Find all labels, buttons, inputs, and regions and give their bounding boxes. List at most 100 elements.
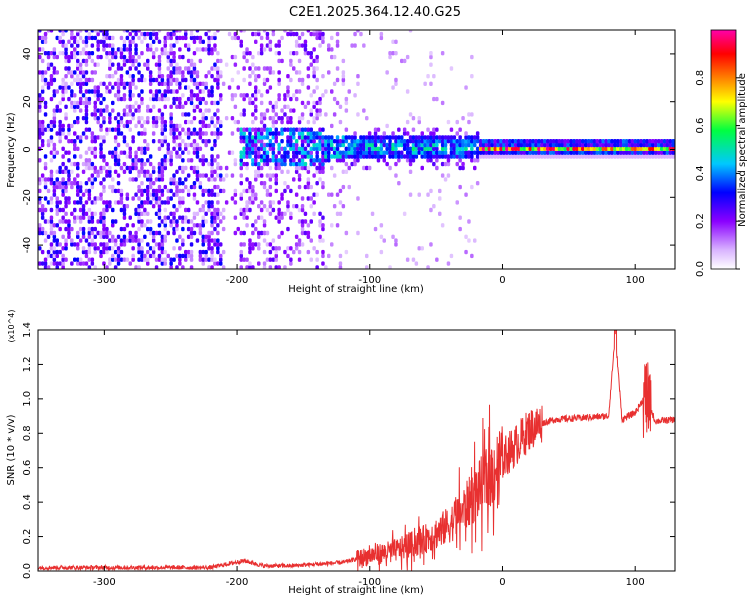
spectrogram-cell [78, 139, 83, 144]
spectrogram-cell [122, 242, 127, 247]
spectrogram-cell [175, 184, 179, 190]
spectrogram-cell [213, 62, 217, 67]
spectrogram-cell [70, 238, 74, 243]
spectrogram-cell [128, 261, 132, 266]
spectrogram-cell [388, 165, 392, 171]
spectrogram-cell [487, 142, 492, 148]
spectrogram-cell [96, 119, 100, 125]
spectrogram-cell [216, 116, 220, 121]
spectrogram-cell [99, 100, 103, 106]
spectrogram-cell [49, 173, 54, 178]
spectrogram-cell [119, 74, 124, 79]
spectrogram-cell [96, 246, 100, 251]
spectrogram-cell [111, 184, 115, 190]
spectrogram-cell [554, 139, 559, 144]
spectrogram-cell [201, 154, 205, 159]
spectrogram-cell [303, 139, 308, 144]
spectrogram-cell [148, 181, 153, 186]
spectrogram-cell [417, 146, 421, 151]
spectrogram-cell [43, 100, 48, 106]
spectrogram-cell [254, 169, 258, 174]
y-tick-label: 0 [22, 146, 33, 152]
spectrogram-cell [128, 177, 132, 182]
spectrogram-cell [300, 131, 305, 136]
spectrogram-cell [166, 54, 170, 60]
spectrogram-cell [274, 161, 278, 167]
spectrogram-cell [397, 135, 401, 140]
spectrogram-cell [116, 47, 121, 52]
spectrogram-cell [257, 89, 261, 94]
spectrogram-cell [210, 257, 214, 262]
spectrogram-cell [151, 96, 156, 102]
spectrogram-cell [394, 161, 398, 167]
spectrogram-cell [327, 158, 331, 163]
spectrogram-cell [657, 154, 661, 159]
spectrogram-cell [195, 85, 200, 90]
spectrogram-cell [49, 230, 54, 236]
spectrogram-cell [254, 150, 258, 155]
spectrogram-cell [160, 192, 165, 197]
spectrogram-cell [262, 77, 267, 83]
spectrogram-cell [265, 31, 270, 37]
spectrogram-cell [464, 154, 468, 159]
spectrogram-cell [394, 154, 398, 159]
spectrogram-cell [210, 265, 214, 269]
spectrogram-cell [277, 70, 281, 75]
spectrogram-cell [654, 142, 658, 148]
spectrogram-cell [303, 230, 308, 236]
spectrogram-cell [353, 131, 357, 136]
spectrogram-cell [435, 139, 439, 144]
spectrogram-cell [245, 177, 249, 182]
spectrogram-cell [172, 139, 176, 144]
spectrogram-cell [210, 85, 214, 90]
spectrogram-cell [353, 161, 357, 167]
spectrogram-cell [181, 112, 185, 117]
spectrogram-cell [344, 100, 349, 106]
spectrogram-cell [543, 146, 547, 151]
spectrogram-cell [52, 66, 57, 71]
spectrogram-cell [146, 104, 150, 109]
spectrogram-cell [292, 150, 296, 155]
spectrogram-cell [572, 139, 576, 144]
spectrogram-cell [122, 204, 127, 209]
spectrogram-cell [318, 169, 322, 174]
spectrogram-cell [318, 100, 322, 106]
spectrogram-cell [128, 66, 132, 71]
spectrogram-cell [219, 173, 223, 178]
spectrogram-cell [584, 139, 588, 144]
spectrogram-cell [353, 31, 357, 37]
spectrogram-cell [519, 154, 524, 159]
spectrogram-cell [589, 146, 594, 151]
spectrogram-cell [102, 246, 106, 251]
spectrogram-cell [140, 188, 144, 194]
spectrogram-cell [154, 31, 159, 37]
spectrogram-cell [318, 108, 322, 113]
spectrogram-cell [154, 265, 159, 269]
spectrogram-cell [178, 30, 182, 33]
spectrogram-cell [46, 249, 51, 255]
spectrogram-cell [516, 154, 521, 159]
spectrogram-cell [140, 123, 144, 129]
spectrogram-cell [306, 51, 311, 56]
spectrogram-cell [254, 108, 258, 113]
spectrogram-cell [122, 43, 127, 48]
spectrogram-cell [350, 43, 354, 48]
spectrogram-cell [175, 135, 179, 140]
spectrogram-cell [189, 242, 194, 247]
spectrogram-cell [99, 234, 103, 239]
spectrogram-cell [586, 146, 591, 151]
spectrogram-cell [210, 66, 214, 71]
spectrogram-cell [537, 146, 541, 151]
spectrogram-cell [78, 184, 83, 190]
spectrogram-cell [268, 66, 273, 71]
spectrogram-cell [90, 58, 95, 64]
spectrogram-cell [195, 165, 200, 171]
spectrogram-cell [87, 234, 92, 239]
spectrogram-cell [46, 123, 51, 129]
spectrogram-cell [105, 234, 109, 239]
spectrogram-cell [405, 154, 410, 159]
spectrogram-cell [122, 169, 127, 174]
spectrogram-cell [105, 169, 109, 174]
spectrogram-cell [475, 135, 480, 140]
spectrogram-cell [67, 96, 71, 102]
